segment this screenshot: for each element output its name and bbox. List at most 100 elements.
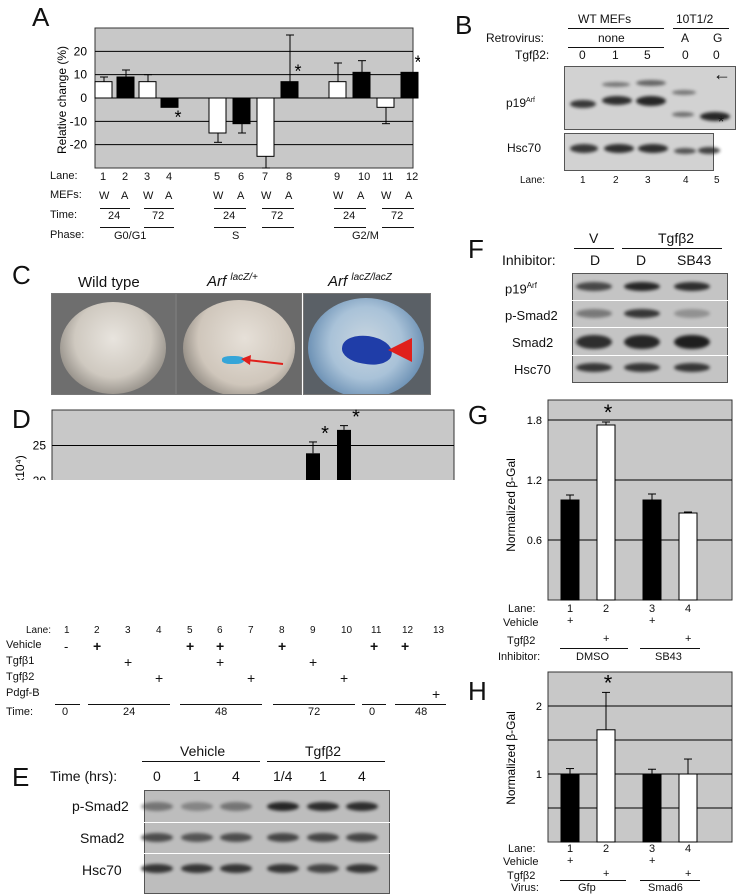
panel-b-band — [672, 90, 696, 95]
panel-e-band — [307, 833, 339, 842]
panel-d-lane: 5 — [187, 625, 193, 636]
panel-a-phase: S — [232, 230, 240, 242]
panel-b-tgf-label: Tgfβ2: — [515, 48, 550, 62]
panel-d-lane: 12 — [402, 625, 414, 636]
panel-a-star: * — [414, 52, 420, 72]
panel-h-plus: + — [603, 868, 610, 880]
panel-d-lane: 3 — [125, 625, 131, 636]
panel-a-lane: 5 — [214, 171, 221, 183]
panel-e-time: 4 — [358, 768, 366, 784]
panel-a-label: A — [32, 2, 50, 32]
panel-e-band — [220, 833, 252, 842]
panel-e-band — [141, 802, 173, 811]
panel-d-plus: + — [93, 638, 102, 654]
panel-b-lane: 4 — [683, 175, 689, 186]
panel-e-band — [220, 864, 252, 873]
panel-g-ytick: 1.8 — [527, 415, 542, 427]
panel-g-lane: 4 — [685, 603, 692, 615]
panel-f-inhib-d1: D — [590, 252, 601, 268]
panel-e-band — [267, 864, 299, 873]
panel-a-chart: Relative change (%) 20 10 0 -10 -20 * * * — [55, 27, 420, 169]
panel-f-band — [624, 335, 660, 349]
panel-h-lane: 1 — [567, 843, 574, 855]
panel-a-lane-label: Lane: — [50, 170, 78, 182]
panel-d-plus: + — [216, 654, 225, 670]
panel-a-mef: W — [143, 190, 154, 202]
panel-a-lane: 8 — [286, 171, 293, 183]
panel-f-band — [576, 309, 612, 318]
panel-b-group-wt: WT MEFs — [578, 12, 632, 26]
panel-h-label: H — [468, 676, 487, 706]
panel-g-star: * — [604, 400, 613, 425]
panel-h-vehicle-label: Vehicle — [503, 856, 539, 868]
panel-a-mef: A — [285, 190, 293, 202]
panel-e-band — [220, 802, 252, 811]
panel-f-band — [576, 335, 612, 349]
panel-e-band — [141, 833, 173, 842]
panel-a-ytick: 20 — [74, 44, 88, 58]
panel-g-ylabel: Normalized β-Gal — [504, 458, 518, 552]
panel-b-row-p19: p19Arf — [506, 96, 535, 110]
panel-d-time: 24 — [123, 706, 136, 718]
panel-h-ylabel: Normalized β-Gal — [504, 711, 518, 805]
panel-h-plus: + — [567, 855, 574, 867]
panel-d-treat-label: Pdgf-B — [6, 687, 40, 699]
panel-c-label: C — [12, 260, 31, 290]
panel-a-ytick: -20 — [70, 138, 88, 152]
panel-h-lane-label: Lane: — [508, 843, 536, 855]
panel-a-lane: 11 — [382, 171, 394, 183]
panel-a-ytick: 10 — [74, 68, 88, 82]
panel-e-time: 1 — [319, 768, 327, 784]
panel-a-lane: 12 — [406, 171, 419, 183]
panel-c-photo-hom — [303, 293, 431, 395]
panel-a-mefs-label: MEFs: — [50, 189, 82, 201]
panel-e-band — [346, 802, 378, 811]
panel-a-mef: W — [213, 190, 224, 202]
panel-g-inhib-sb: SB43 — [655, 651, 682, 663]
panel-b-tgf-val: 0 — [682, 48, 689, 62]
panel-h-star: * — [604, 670, 613, 695]
panel-b-label: B — [455, 10, 473, 40]
panel-e-row-hsc70: Hsc70 — [82, 862, 122, 878]
panel-a-lane: 1 — [100, 171, 107, 183]
panel-b-band — [636, 96, 666, 106]
panel-f-band — [624, 282, 660, 291]
panel-d-time: 0 — [369, 706, 376, 718]
panel-d-treat-label: Vehicle — [6, 639, 42, 651]
panel-g-vehicle-label: Vehicle — [503, 617, 539, 629]
panel-f-band — [624, 309, 660, 318]
panel-e-time: 0 — [153, 768, 161, 784]
panel-h-virus-smad: Smad6 — [648, 882, 683, 894]
panel-a-lane: 10 — [358, 171, 371, 183]
panel-a-lane: 4 — [166, 171, 173, 183]
panel-e-time: 1 — [193, 768, 201, 784]
panel-h-bar — [642, 773, 662, 843]
panel-a-time: 24 — [223, 210, 236, 222]
panel-a-ytick: 0 — [80, 91, 87, 105]
panel-f-inhib-sb: SB43 — [677, 252, 712, 268]
panel-g-lane: 3 — [649, 603, 656, 615]
panel-b-retro-g: G — [713, 31, 723, 45]
panel-d-lane: 10 — [341, 625, 353, 636]
panel-a-mef: W — [381, 190, 392, 202]
panel-a-bar — [160, 97, 179, 108]
panel-b-lane-label: Lane: — [520, 175, 546, 186]
panel-g-plot-area — [547, 399, 733, 601]
panel-b-tgf-val: 0 — [713, 48, 720, 62]
panel-f-inhib-d2: D — [636, 252, 647, 268]
panel-d-ylabel: Normalized β-Gal (x10⁴) — [13, 455, 27, 480]
panel-d-bar — [306, 453, 320, 480]
panel-a-ylabel: Relative change (%) — [55, 46, 69, 154]
panel-a-mef: W — [333, 190, 344, 202]
panel-e-band — [307, 802, 339, 811]
panel-a-time: 24 — [343, 210, 356, 222]
panel-b-tgf-val: 5 — [644, 48, 651, 62]
panel-d-lane: 1 — [64, 625, 70, 636]
panel-h-ytick: 1 — [536, 769, 542, 781]
panel-g-plus: + — [685, 633, 692, 645]
panel-d-lane: 7 — [248, 625, 254, 636]
panel-f-tgf: Tgfβ2 — [658, 230, 695, 246]
panel-d-minus: - — [64, 639, 69, 654]
panel-a-time: 72 — [391, 210, 404, 222]
panel-d-plus: + — [340, 670, 349, 686]
